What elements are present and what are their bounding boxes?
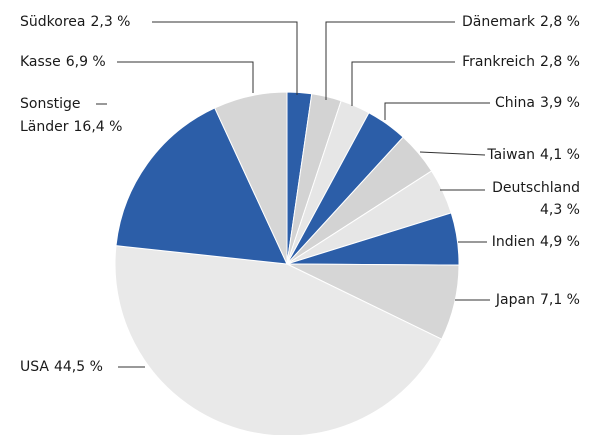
slice-label: Dänemark 2,8 % — [462, 14, 580, 30]
value-label: 4,9 % — [540, 234, 580, 250]
category-label: Frankreich — [462, 54, 535, 70]
category-label: Dänemark — [462, 14, 536, 30]
category-label: Deutschland — [492, 180, 580, 196]
label-line: Länder — [20, 119, 69, 135]
value-label: 4,1 % — [540, 147, 580, 163]
leader-line — [384, 102, 490, 120]
leader-line — [419, 151, 486, 156]
value-label: 4,3 % — [540, 202, 580, 218]
value-label: 44,5 % — [54, 359, 103, 375]
category-label: Kasse — [20, 54, 61, 70]
slice-label: Taiwan 4,1 % — [486, 147, 580, 163]
category-label: USA — [20, 359, 49, 375]
value-label: 7,1 % — [540, 292, 580, 308]
pie-slice — [214, 91, 288, 265]
pie-slice — [114, 245, 443, 435]
slice-label: Japan 7,1 % — [495, 292, 580, 308]
value-label: 6,9 % — [66, 54, 106, 70]
slice-label: Südkorea 2,3 % — [20, 14, 131, 30]
slice-label: China 3,9 % — [495, 95, 580, 111]
leader-line — [351, 61, 455, 106]
leader-line — [117, 61, 254, 93]
slice-label: USA 44,5 % — [20, 359, 103, 375]
category-label: Taiwan — [486, 147, 535, 163]
category-label: Südkorea — [20, 14, 85, 30]
category-label: Indien — [492, 234, 535, 250]
pie-slice — [115, 107, 288, 265]
category-label: China — [495, 95, 535, 111]
slice-label: Kasse 6,9 % — [20, 54, 106, 70]
value-label: 2,8 % — [540, 14, 580, 30]
slice-label: Indien 4,9 % — [492, 234, 580, 250]
category-label: Sonstige Länder — [20, 96, 85, 135]
value-label: 2,3 % — [90, 14, 130, 30]
label-line: Sonstige — [20, 96, 85, 112]
value-label: 16,4 % — [74, 119, 123, 135]
category-label: Japan — [495, 292, 535, 308]
slice-label: Sonstige Länder 16,4 % — [20, 96, 122, 135]
slice-label: Frankreich 2,8 % — [462, 54, 580, 70]
value-label: 2,8 % — [540, 54, 580, 70]
leader-line — [325, 21, 455, 100]
value-label: 3,9 % — [540, 95, 580, 111]
leader-line — [152, 21, 298, 95]
slice-label: Deutschland 4,3 % — [492, 180, 580, 218]
